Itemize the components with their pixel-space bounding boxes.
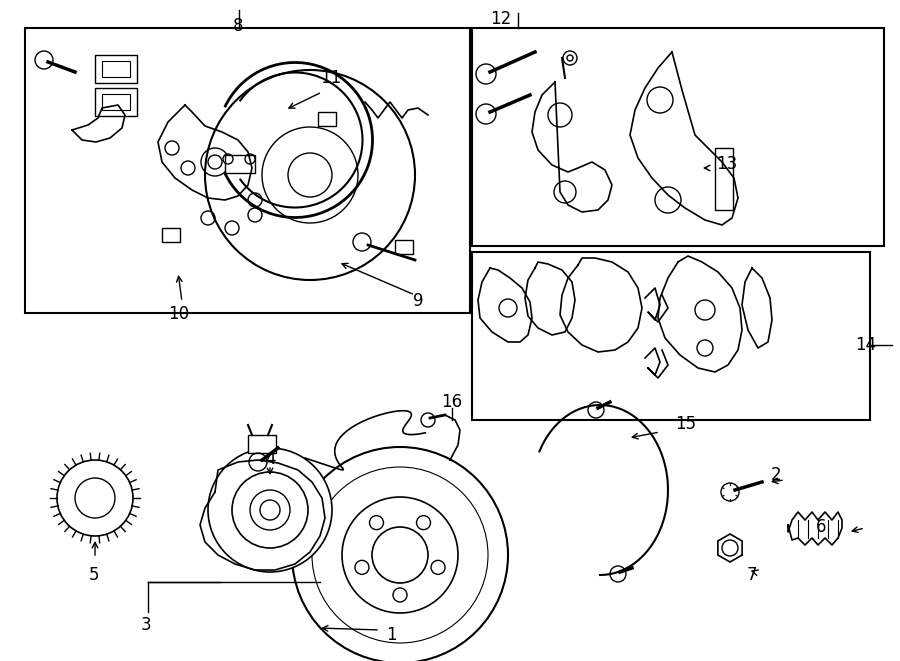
Circle shape [250, 490, 290, 530]
Circle shape [370, 516, 383, 529]
Circle shape [417, 516, 430, 529]
Circle shape [208, 448, 332, 572]
Bar [102, 61, 130, 77]
Bar [472, 28, 884, 246]
Bar [95, 88, 137, 116]
Text: 9: 9 [413, 292, 424, 310]
Bar [225, 155, 255, 173]
Bar [715, 148, 733, 210]
Circle shape [393, 588, 407, 602]
Circle shape [75, 478, 115, 518]
Text: 5: 5 [89, 566, 100, 584]
Bar [395, 240, 413, 254]
Text: 15: 15 [675, 415, 697, 434]
Text: 13: 13 [716, 155, 738, 173]
Text: 10: 10 [167, 305, 189, 323]
Text: 7: 7 [746, 566, 757, 584]
Text: 12: 12 [490, 9, 511, 28]
Bar [318, 112, 336, 126]
Circle shape [57, 460, 133, 536]
Text: 6: 6 [815, 518, 826, 537]
Text: 14: 14 [855, 336, 877, 354]
Circle shape [342, 497, 458, 613]
Circle shape [355, 561, 369, 574]
Bar [102, 94, 130, 110]
Text: 1: 1 [386, 625, 397, 644]
Circle shape [292, 447, 508, 661]
Text: 8: 8 [233, 17, 244, 36]
Circle shape [260, 500, 280, 520]
Bar [95, 55, 137, 83]
Text: 4: 4 [265, 450, 275, 469]
Circle shape [232, 472, 308, 548]
Text: 2: 2 [770, 465, 781, 484]
Text: 16: 16 [441, 393, 463, 411]
Bar [472, 252, 870, 420]
Text: 3: 3 [140, 615, 151, 634]
Text: 11: 11 [320, 69, 342, 87]
Circle shape [372, 527, 428, 583]
Bar [248, 435, 276, 453]
Bar [162, 228, 180, 242]
Circle shape [431, 561, 445, 574]
Bar [25, 28, 470, 313]
